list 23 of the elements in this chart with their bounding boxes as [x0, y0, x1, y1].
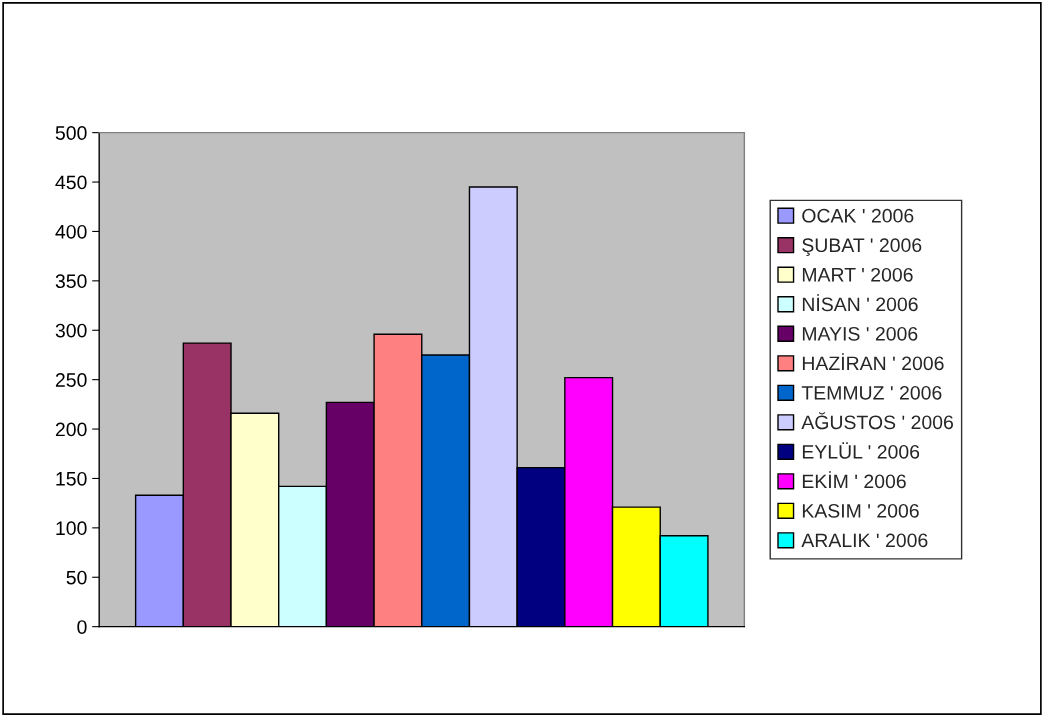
legend-label: OCAK ' 2006	[802, 208, 914, 223]
y-tick-label: 250	[55, 373, 87, 387]
legend-label: ŞUBAT ' 2006	[802, 238, 922, 257]
y-tick-label: 450	[55, 175, 87, 190]
legend-label: EYLÜL ' 2006	[802, 442, 920, 459]
y-tick-label: 400	[55, 224, 87, 239]
y-tick-label: 500	[55, 126, 87, 140]
y-tick-label: 50	[66, 570, 87, 585]
legend-label: TEMMUZ ' 2006	[801, 385, 942, 400]
legend-label: ARALIK ' 2006	[801, 533, 928, 548]
y-tick-label: 300	[55, 323, 87, 338]
legend-label: KASIM ' 2006	[802, 503, 919, 518]
y-tick-label: 350	[55, 274, 87, 289]
y-tick-label: 150	[56, 471, 87, 486]
y-tick-label: 100	[56, 521, 87, 536]
legend-label: MART ' 2006	[802, 267, 913, 282]
y-tick-label: 200	[55, 422, 87, 437]
legend-label: MAYIS ' 2006	[802, 326, 918, 341]
legend-label: HAZİRAN ' 2006	[802, 353, 944, 371]
legend-label: NİSAN ' 2006	[802, 294, 918, 312]
legend-label: AĞUSTOS ' 2006	[801, 412, 953, 430]
legend-label: EKİM ' 2006	[802, 471, 906, 489]
y-tick-label: 0	[77, 620, 87, 634]
